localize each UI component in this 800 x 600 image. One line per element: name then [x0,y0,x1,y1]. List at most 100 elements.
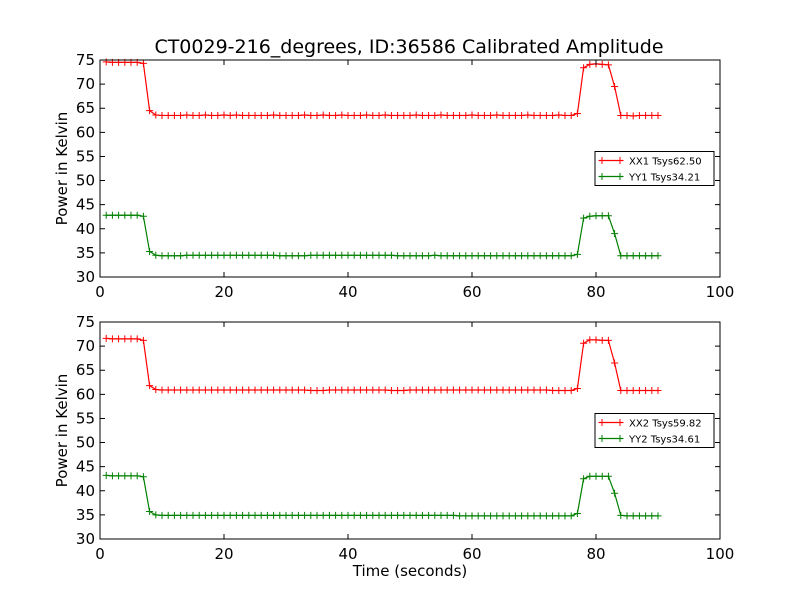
data-point-marker [146,508,154,516]
data-point-marker [598,336,606,344]
data-point-marker [418,252,426,260]
y-tick-label: 40 [76,482,95,500]
data-point-marker [437,511,445,519]
series-2 [102,211,662,260]
data-point-marker [158,511,166,519]
data-point-marker [282,111,290,119]
data-point-marker [294,111,302,119]
data-point-marker [449,111,457,119]
data-point-marker [158,252,166,260]
legend-entry: XX1 Tsys62.50 [598,157,702,168]
data-point-marker [127,211,135,219]
data-point-marker [604,472,612,480]
series-1 [102,58,662,120]
data-point-marker [263,251,271,259]
data-point-marker [617,386,625,394]
data-point-marker [592,336,600,344]
x-axis-label: Time (seconds) [352,562,468,580]
data-point-marker [580,339,588,347]
data-point-marker [338,111,346,119]
data-point-marker [139,59,147,67]
data-point-marker [146,382,154,390]
data-point-marker [356,511,364,519]
y-tick-label: 60 [76,385,95,403]
x-tick-label: 0 [95,283,105,301]
data-point-marker [493,512,501,520]
data-point-marker [226,511,234,519]
data-point-marker [183,111,191,119]
data-point-marker [549,252,557,260]
data-point-marker [301,511,309,519]
data-point-marker [319,511,327,519]
data-point-marker [518,111,526,119]
x-tick-label: 60 [462,545,481,563]
data-point-marker [195,251,203,259]
data-point-marker [598,212,606,220]
data-point-marker [394,111,402,119]
data-point-marker [108,335,116,343]
data-point-marker [332,386,340,394]
data-point-marker [381,511,389,519]
data-point-marker [474,252,482,260]
data-point-marker [201,386,209,394]
data-point-marker [307,386,315,394]
legend-marker [598,173,624,180]
data-point-marker [387,511,395,519]
data-point-marker [251,251,259,259]
data-point-marker [487,252,495,260]
data-point-marker [226,111,234,119]
data-point-marker [226,386,234,394]
data-point-marker [201,511,209,519]
data-point-marker [518,252,526,260]
data-point-marker [524,252,532,260]
x-tick-label: 40 [338,545,357,563]
data-point-marker [146,247,154,255]
data-point-marker [356,111,364,119]
data-point-marker [555,512,563,520]
x-tick-label: 0 [95,545,105,563]
y-axis-label: Power in Kelvin [53,112,71,226]
data-point-marker [251,386,259,394]
data-point-marker [189,251,197,259]
data-point-marker [468,252,476,260]
data-point-marker [251,111,259,119]
legend-label: XX1 Tsys62.50 [629,157,702,168]
data-point-marker [239,511,247,519]
data-point-marker [555,111,563,119]
y-tick-label: 45 [76,458,95,476]
data-point-marker [270,511,278,519]
data-point-marker [549,386,557,394]
y-tick-label: 40 [76,220,95,238]
series-2 [102,471,662,520]
data-point-marker [375,111,383,119]
x-tick-label: 40 [338,283,357,301]
data-point-marker [288,386,296,394]
data-point-marker [536,512,544,520]
data-point-marker [121,211,129,219]
data-point-marker [325,511,333,519]
y-tick-label: 75 [76,313,95,331]
data-point-marker [511,252,519,260]
data-point-marker [487,111,495,119]
data-point-marker [449,386,457,394]
data-point-marker [456,111,464,119]
data-point-marker [270,111,278,119]
data-point-marker [592,472,600,480]
y-tick-label: 35 [76,244,95,262]
data-point-marker [567,386,575,394]
data-point-marker [288,511,296,519]
axes-frame [99,321,721,540]
data-point-marker [487,386,495,394]
data-point-marker [108,211,116,219]
series-1 [102,334,662,394]
data-point-marker [617,511,625,519]
data-point-marker [499,252,507,260]
data-point-marker [245,111,253,119]
data-point-marker [654,252,662,260]
data-point-marker [332,251,340,259]
y-tick-label: 55 [76,409,95,427]
data-point-marker [586,336,594,344]
data-point-marker [313,111,321,119]
data-point-marker [325,251,333,259]
plots-container: 0 20 40 60 80 100 30 35 40 45 50 55 60 65 70 75 Power in… [53,51,734,580]
